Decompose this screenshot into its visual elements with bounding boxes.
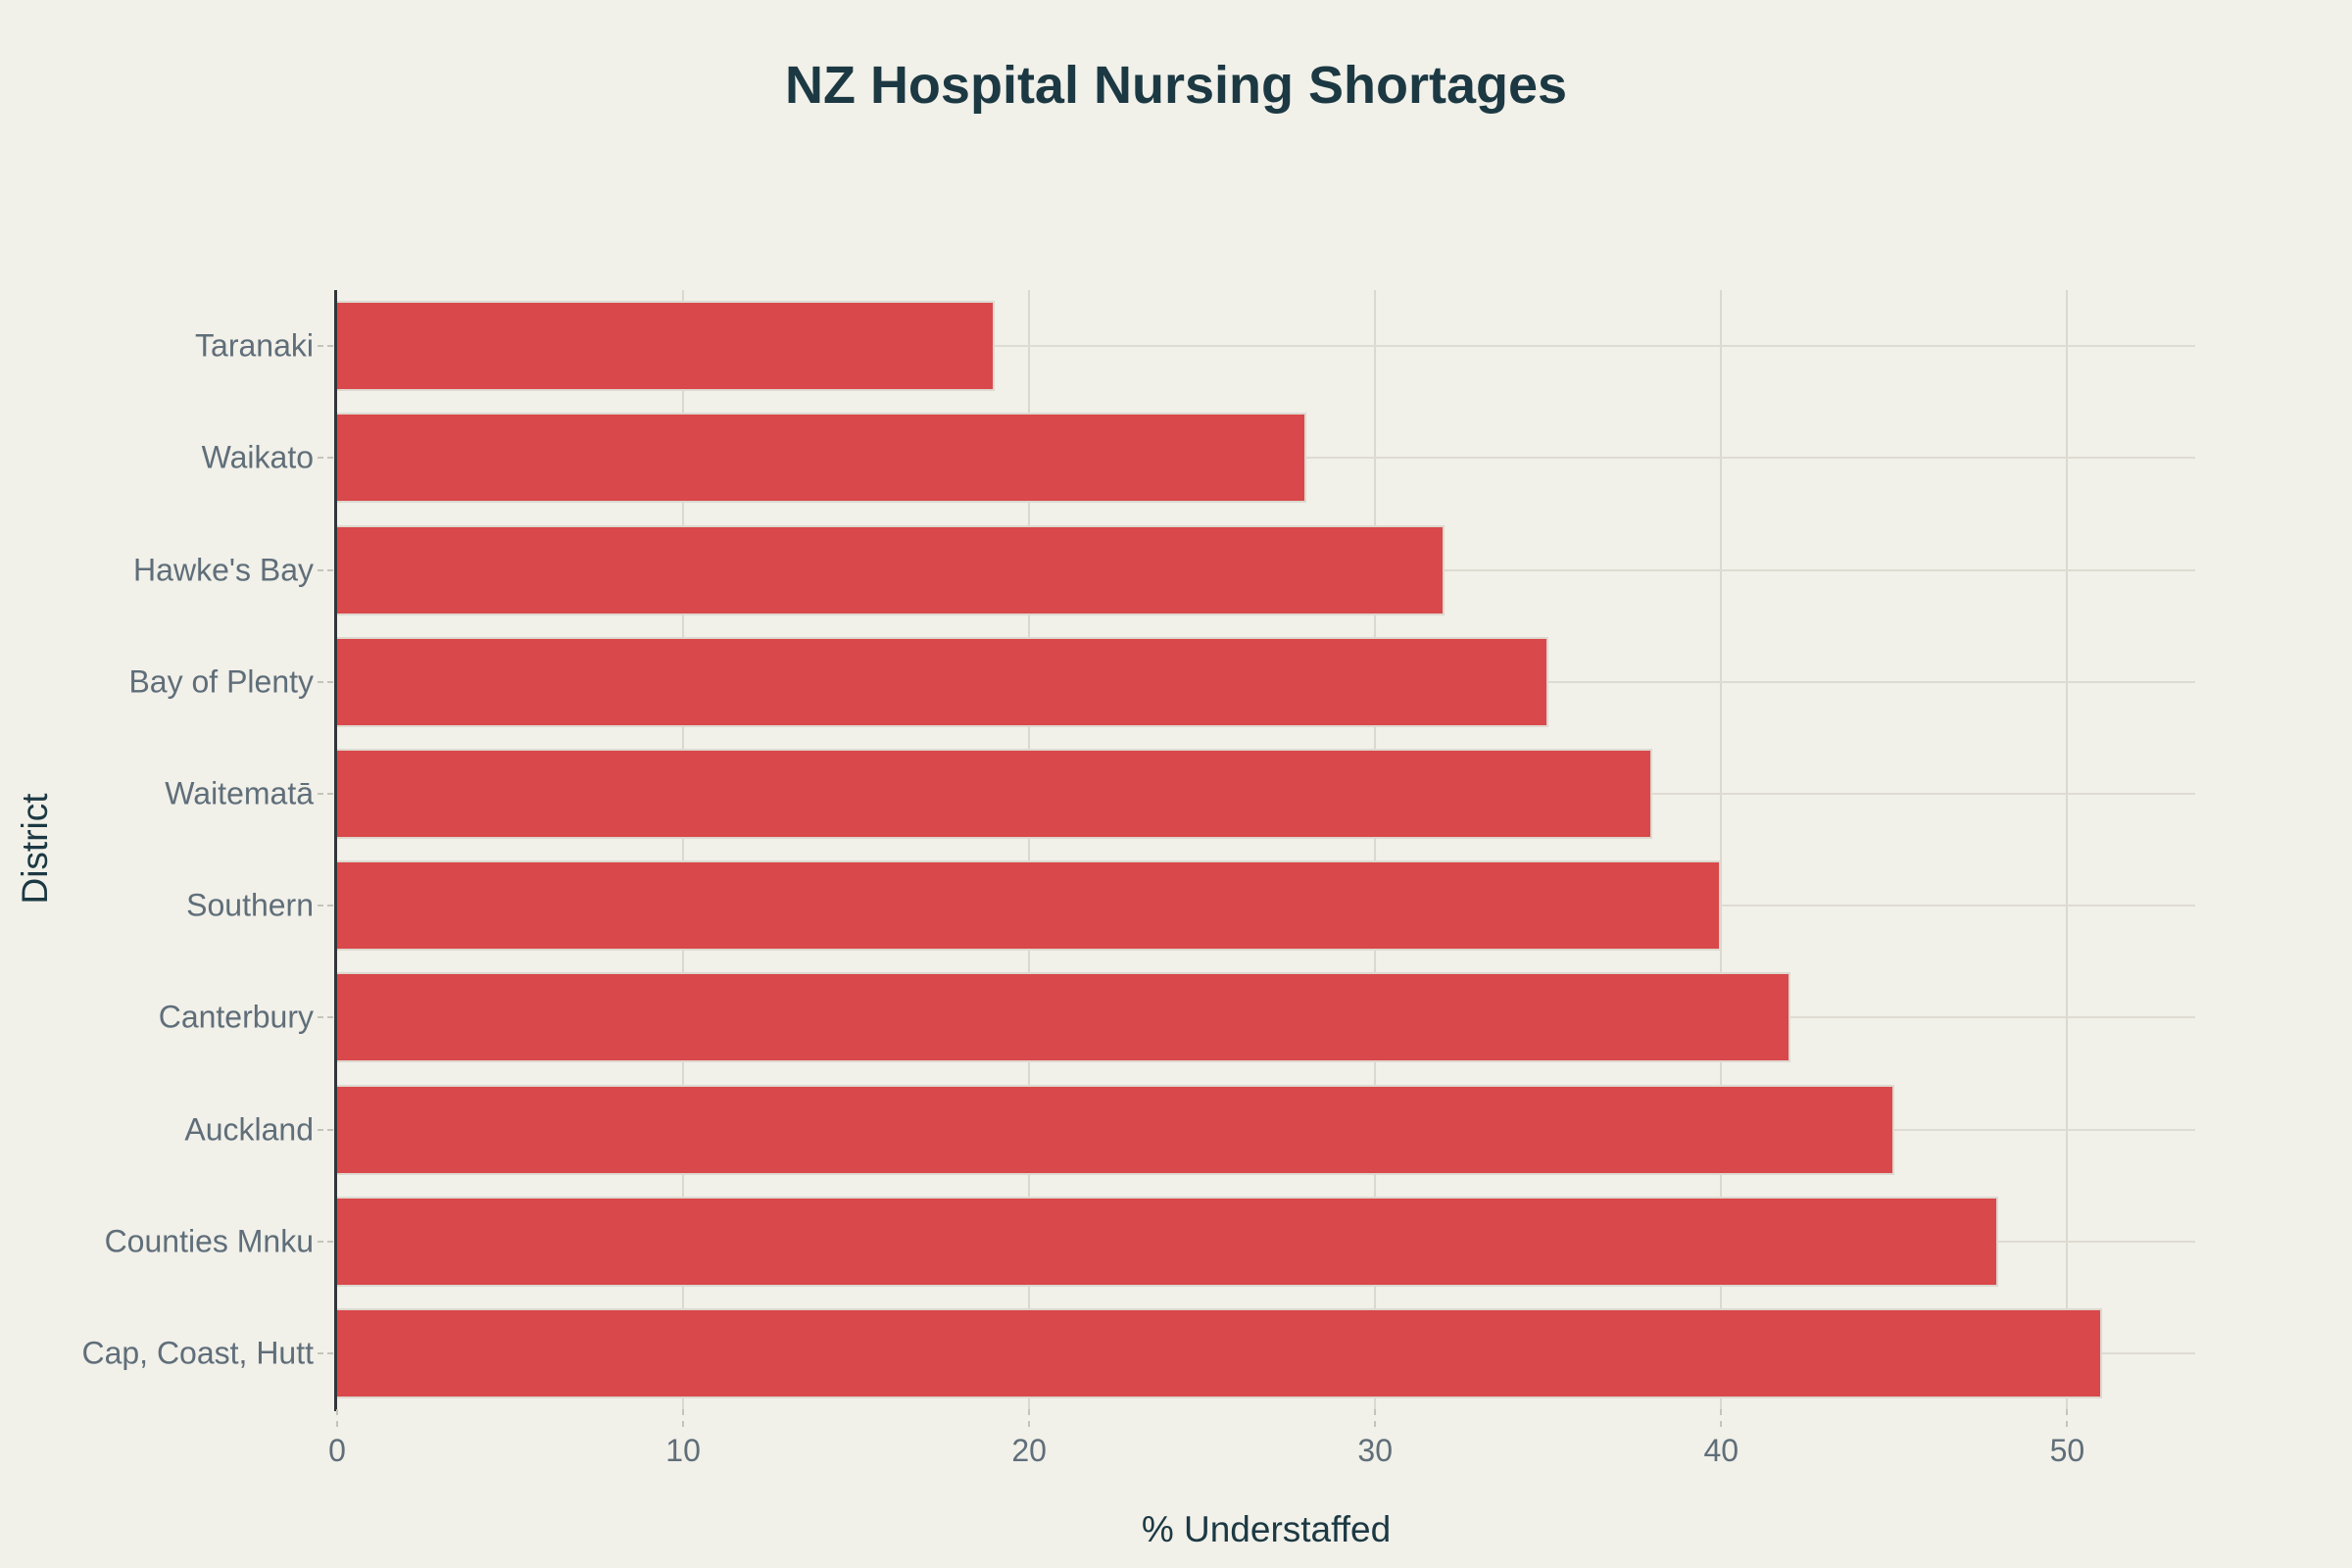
y-tick-label: Taranaki xyxy=(195,327,314,364)
bar xyxy=(337,972,1790,1063)
y-tick-mark xyxy=(318,568,333,571)
gridline-y xyxy=(337,345,2195,348)
y-tick-label: Cap, Coast, Hutt xyxy=(81,1335,314,1371)
x-tick-label: 50 xyxy=(2049,1433,2085,1468)
gridline-x-50 xyxy=(2066,290,2069,1409)
x-tick-mark xyxy=(1374,1409,1377,1427)
chart-title: NZ Hospital Nursing Shortages xyxy=(784,56,1568,115)
y-tick-label: Waitematā xyxy=(165,775,314,811)
bar xyxy=(337,748,1652,839)
y-tick-mark xyxy=(318,1016,333,1019)
gridline-x-40 xyxy=(1720,290,1723,1409)
bar xyxy=(337,1307,2102,1398)
x-tick-mark xyxy=(336,1409,338,1427)
x-tick-mark xyxy=(682,1409,685,1427)
x-tick-mark xyxy=(2066,1409,2069,1427)
x-tick-mark xyxy=(1720,1409,1723,1427)
y-tick-label: Waikato xyxy=(201,439,314,475)
y-axis-title: District xyxy=(15,793,55,905)
y-tick-label: Bay of Plenty xyxy=(128,663,314,700)
y-tick-mark xyxy=(318,905,333,907)
y-tick-label: Southern xyxy=(186,887,314,923)
x-tick-label: 0 xyxy=(328,1433,346,1468)
x-tick-label: 10 xyxy=(665,1433,701,1468)
y-tick-mark xyxy=(318,680,333,683)
bar xyxy=(337,524,1445,615)
y-axis-spine xyxy=(334,290,337,1411)
y-tick-label: Hawke's Bay xyxy=(133,552,314,587)
bar xyxy=(337,1196,1998,1287)
gridline-x-10 xyxy=(682,290,685,1409)
bar xyxy=(337,413,1306,504)
y-tick-label: Canterbury xyxy=(158,999,314,1035)
gridline-x-30 xyxy=(1374,290,1377,1409)
y-tick-mark xyxy=(318,1240,333,1243)
x-tick-label: 30 xyxy=(1357,1433,1393,1468)
x-axis-title: % Understaffed xyxy=(1141,1509,1392,1549)
y-tick-mark xyxy=(318,792,333,795)
y-tick-mark xyxy=(318,1351,333,1354)
bar xyxy=(337,1084,1894,1175)
y-tick-label: Counties Mnku xyxy=(104,1223,314,1259)
y-tick-mark xyxy=(318,345,333,348)
plot-area xyxy=(337,290,2195,1409)
y-tick-mark xyxy=(318,457,333,460)
x-tick-label: 20 xyxy=(1011,1433,1047,1468)
bar xyxy=(337,860,1722,952)
y-tick-mark xyxy=(318,1128,333,1131)
y-tick-label: Auckland xyxy=(184,1111,314,1147)
x-tick-mark xyxy=(1028,1409,1031,1427)
bar xyxy=(337,301,995,392)
gridline-x-20 xyxy=(1028,290,1031,1409)
bar xyxy=(337,636,1548,727)
x-tick-label: 40 xyxy=(1703,1433,1740,1468)
